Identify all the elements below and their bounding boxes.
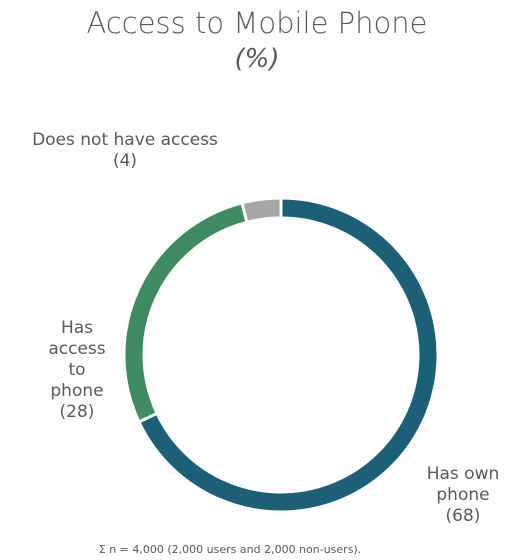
sample-size-footnote: Σ n = 4,000 (2,000 users and 2,000 non-u… [98,543,362,556]
slice-label-no-access: Does not have access (4) [0,130,250,172]
slice-label-no-access-value: (4) [112,151,138,171]
slice-label-own-phone-line-1: Has own [426,464,500,484]
slice-label-has-access: Has access to phone (28) [22,318,132,423]
chart-title: Access to Mobile Phone [86,6,428,40]
slice-label-has-access-line-3: to [68,360,86,380]
slice-label-no-access-line-1: Does not have access [32,130,218,150]
slice-label-has-access-line-4: phone [50,381,104,401]
slice-label-own-phone-line-2: phone [436,485,490,505]
slice-label-has-access-line-1: Has [60,318,94,338]
donut-slice-does-not-have-access [240,196,283,225]
donut-slice-has-access-to-phone [122,201,249,424]
slice-label-has-access-line-2: access [48,339,106,359]
slice-label-has-access-value: (28) [59,402,95,422]
slice-label-own-phone: Has own phone (68) [408,464,514,527]
chart-subtitle: (%) [234,44,280,74]
slice-label-own-phone-value: (68) [445,506,481,526]
